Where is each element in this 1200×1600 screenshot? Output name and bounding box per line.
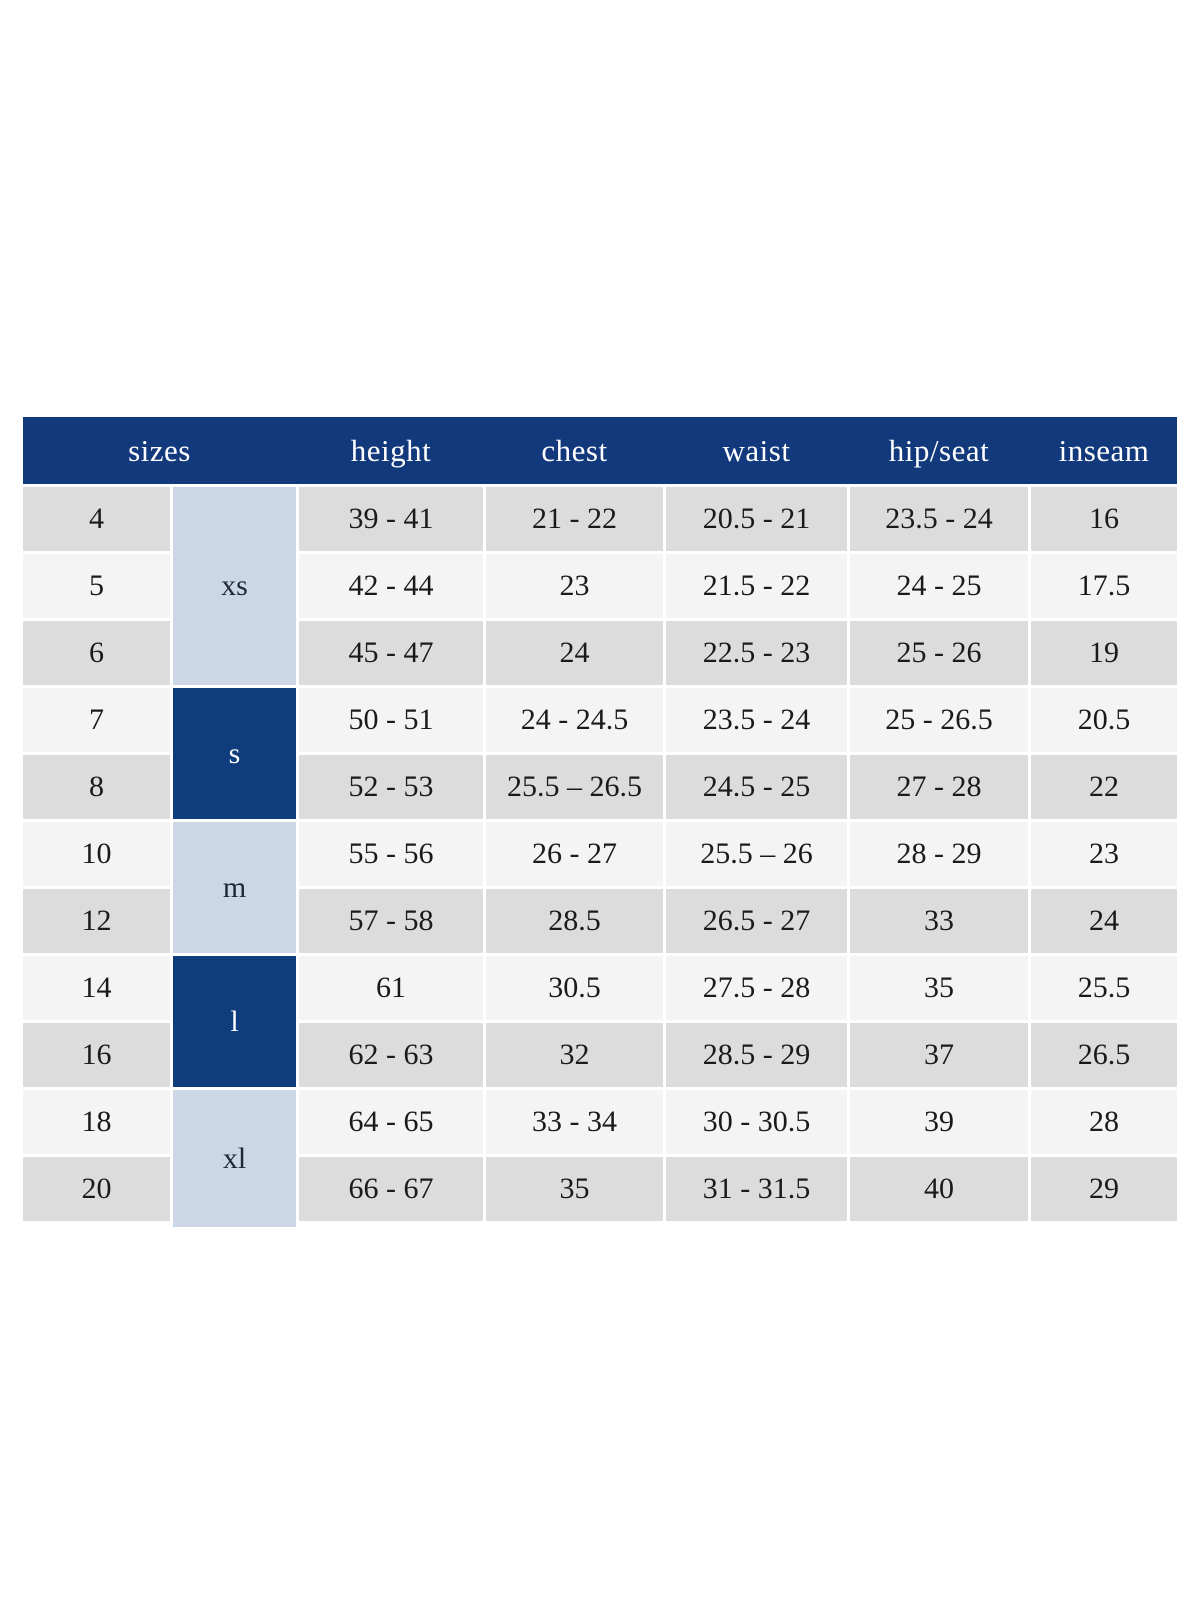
cell-inseam: 29 — [1031, 1157, 1177, 1221]
cell-chest: 23 — [486, 554, 663, 618]
cell-hip-seat: 24 - 25 — [850, 554, 1028, 618]
cell-waist: 24.5 - 25 — [666, 755, 847, 819]
cell-waist: 22.5 - 23 — [666, 621, 847, 685]
cell-chest: 21 - 22 — [486, 487, 663, 551]
cell-hip-seat: 27 - 28 — [850, 755, 1028, 819]
cell-inseam: 22 — [1031, 755, 1177, 819]
cell-size: 14 — [23, 956, 170, 1020]
cell-chest: 33 - 34 — [486, 1090, 663, 1154]
cell-height: 52 - 53 — [299, 755, 483, 819]
cell-size: 8 — [23, 755, 170, 819]
cell-chest: 26 - 27 — [486, 822, 663, 886]
cell-inseam: 26.5 — [1031, 1023, 1177, 1087]
group-cell-m: m — [173, 822, 296, 953]
cell-waist: 27.5 - 28 — [666, 956, 847, 1020]
cell-waist: 31 - 31.5 — [666, 1157, 847, 1221]
size-chart-table: sizes height chest waist hip/seat inseam… — [23, 417, 1177, 1227]
cell-size: 12 — [23, 889, 170, 953]
cell-inseam: 16 — [1031, 487, 1177, 551]
cell-size: 7 — [23, 688, 170, 752]
cell-hip-seat: 25 - 26.5 — [850, 688, 1028, 752]
cell-size: 10 — [23, 822, 170, 886]
cell-chest: 24 - 24.5 — [486, 688, 663, 752]
cell-height: 39 - 41 — [299, 487, 483, 551]
cell-chest: 24 — [486, 621, 663, 685]
cell-waist: 28.5 - 29 — [666, 1023, 847, 1087]
cell-hip-seat: 37 — [850, 1023, 1028, 1087]
cell-waist: 21.5 - 22 — [666, 554, 847, 618]
cell-height: 57 - 58 — [299, 889, 483, 953]
cell-height: 64 - 65 — [299, 1090, 483, 1154]
cell-inseam: 19 — [1031, 621, 1177, 685]
cell-height: 42 - 44 — [299, 554, 483, 618]
cell-size: 6 — [23, 621, 170, 685]
cell-height: 55 - 56 — [299, 822, 483, 886]
header-chest: chest — [541, 432, 608, 468]
group-cell-s: s — [173, 688, 296, 819]
cell-size: 18 — [23, 1090, 170, 1154]
cell-waist: 23.5 - 24 — [666, 688, 847, 752]
cell-height: 62 - 63 — [299, 1023, 483, 1087]
cell-inseam: 20.5 — [1031, 688, 1177, 752]
header-sizes: sizes — [128, 432, 191, 468]
cell-size: 16 — [23, 1023, 170, 1087]
header-waist: waist — [722, 432, 791, 468]
group-cell-xs: xs — [173, 487, 296, 685]
cell-height: 66 - 67 — [299, 1157, 483, 1221]
cell-waist: 20.5 - 21 — [666, 487, 847, 551]
header-inseam: inseam — [1058, 432, 1150, 468]
table-header: sizes height chest waist hip/seat inseam — [23, 417, 1177, 484]
cell-inseam: 28 — [1031, 1090, 1177, 1154]
cell-hip-seat: 33 — [850, 889, 1028, 953]
header-hip-seat: hip/seat — [888, 432, 990, 468]
cell-inseam: 24 — [1031, 889, 1177, 953]
cell-waist: 26.5 - 27 — [666, 889, 847, 953]
cell-height: 61 — [299, 956, 483, 1020]
cell-height: 45 - 47 — [299, 621, 483, 685]
cell-hip-seat: 23.5 - 24 — [850, 487, 1028, 551]
cell-chest: 35 — [486, 1157, 663, 1221]
cell-inseam: 23 — [1031, 822, 1177, 886]
cell-hip-seat: 28 - 29 — [850, 822, 1028, 886]
cell-inseam: 25.5 — [1031, 956, 1177, 1020]
cell-size: 4 — [23, 487, 170, 551]
header-height: height — [350, 432, 432, 468]
group-cell-xl: xl — [173, 1090, 296, 1227]
cell-chest: 32 — [486, 1023, 663, 1087]
cell-chest: 28.5 — [486, 889, 663, 953]
cell-size: 5 — [23, 554, 170, 618]
cell-hip-seat: 39 — [850, 1090, 1028, 1154]
cell-hip-seat: 35 — [850, 956, 1028, 1020]
cell-waist: 25.5 – 26 — [666, 822, 847, 886]
cell-waist: 30 - 30.5 — [666, 1090, 847, 1154]
cell-hip-seat: 25 - 26 — [850, 621, 1028, 685]
cell-size: 20 — [23, 1157, 170, 1221]
cell-chest: 30.5 — [486, 956, 663, 1020]
cell-chest: 25.5 – 26.5 — [486, 755, 663, 819]
group-cell-l: l — [173, 956, 296, 1087]
cell-height: 50 - 51 — [299, 688, 483, 752]
cell-inseam: 17.5 — [1031, 554, 1177, 618]
cell-hip-seat: 40 — [850, 1157, 1028, 1221]
